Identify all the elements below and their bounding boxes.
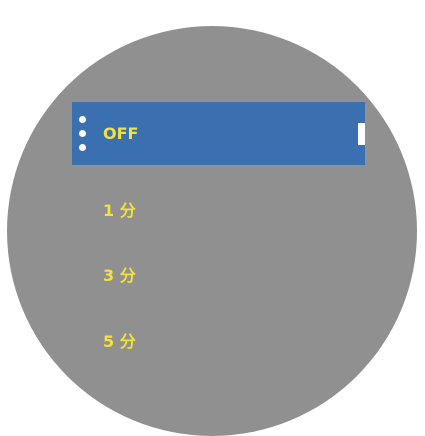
selection-highlight [72,102,365,165]
more-dot [79,116,86,123]
more-dot [79,144,86,151]
menu-item[interactable]: 3 分 [103,266,136,285]
scroll-indicator [358,123,365,145]
menu-item[interactable]: 5 分 [103,332,136,351]
more-dot [79,130,86,137]
menu-item[interactable]: OFF [103,124,139,143]
menu-item[interactable]: 1 分 [103,201,136,220]
watch-screen: OFF 1 分 3 分 5 分 [7,26,417,436]
